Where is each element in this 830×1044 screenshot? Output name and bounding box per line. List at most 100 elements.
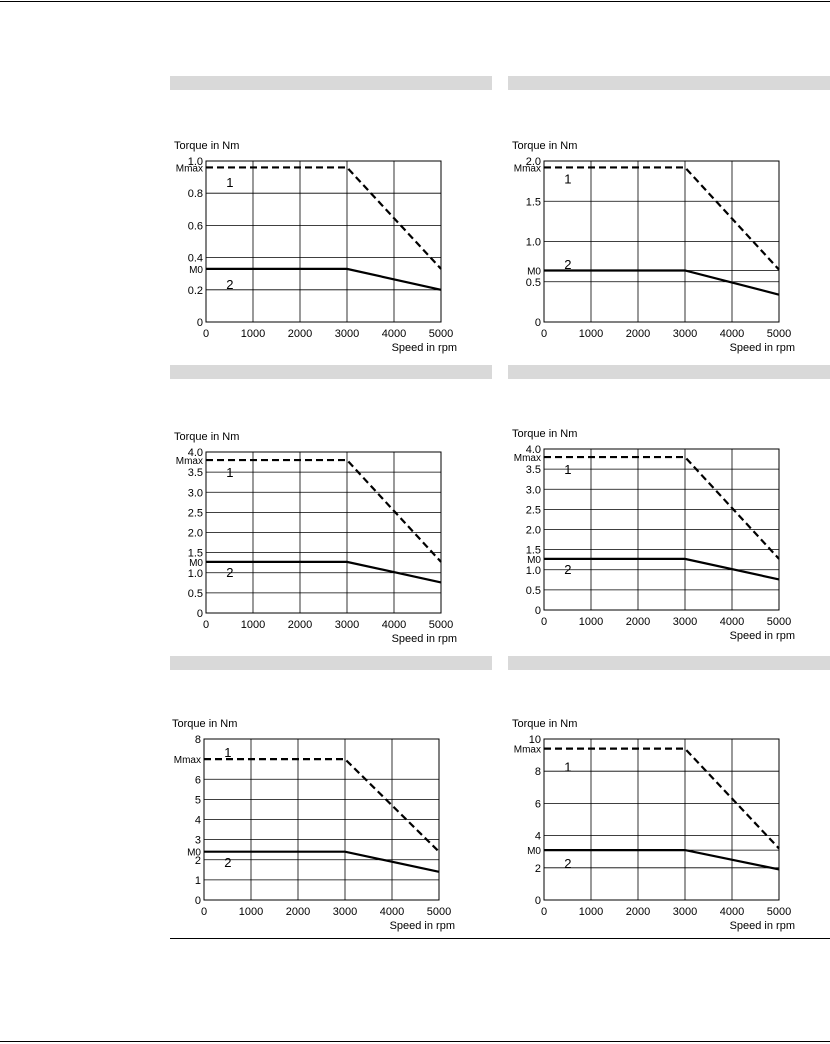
reference-label: Mmax: [514, 745, 541, 756]
x-tick-label: 5000: [767, 906, 791, 918]
section-band-3-left: [170, 656, 492, 670]
continuous-torque-curve: [206, 267, 442, 291]
y-tick-label: 1: [195, 875, 201, 887]
torque-chart-5: Torque in Nm 0 1000 2000 3000 4000 5000 0 1 2 3 4 5 6…: [168, 708, 498, 938]
y-tick-label: 0.2: [188, 285, 203, 297]
x-tick-label: 5000: [429, 328, 453, 340]
x-axis-label: Speed in rpm: [730, 920, 795, 932]
y-tick-label: 1.0: [526, 237, 541, 249]
x-axis-label: Speed in rpm: [392, 633, 457, 645]
section-band-3-right: [508, 656, 830, 670]
x-tick-label: 5000: [427, 906, 451, 918]
x-tick-label: 3000: [673, 616, 697, 628]
x-tick-label: 4000: [382, 619, 406, 631]
x-tick-label: 1000: [579, 328, 603, 340]
x-tick-label: 4000: [720, 616, 744, 628]
y-tick-label: 1.5: [526, 196, 541, 208]
curve-label: 2: [226, 565, 233, 580]
y-tick-label: 3.0: [526, 484, 541, 496]
x-tick-label: 3000: [673, 328, 697, 340]
x-tick-label: 1000: [239, 906, 263, 918]
x-tick-label: 2000: [626, 906, 650, 918]
y-tick-label: 0.5: [526, 277, 541, 289]
y-tick-label: 0: [197, 317, 203, 329]
y-tick-label: 3: [195, 835, 201, 847]
y-tick-label: 1.5: [526, 545, 541, 557]
curve-label: 1: [224, 745, 231, 760]
torque-chart-2: Torque in Nm 0 1000 2000 3000 4000 5000 0 0.5 1.0…: [508, 130, 830, 360]
plot-frame: [543, 738, 780, 901]
x-tick-label: 2000: [626, 616, 650, 628]
curve-label: 1: [564, 759, 571, 774]
x-tick-label: 4000: [720, 328, 744, 340]
x-tick-label: 4000: [382, 328, 406, 340]
y-tick-label: 4: [195, 815, 201, 827]
y-tick-label: 4: [535, 831, 541, 843]
y-axis-label: Torque in Nm: [512, 140, 577, 152]
reference-label: Mmax: [176, 163, 203, 174]
curve-label: 1: [564, 462, 571, 477]
y-tick-label: 8: [195, 734, 201, 746]
reference-label: Mmax: [514, 453, 541, 464]
x-tick-label: 3000: [333, 906, 357, 918]
y-tick-label: 0.5: [188, 588, 203, 600]
peak-torque-curve: [204, 758, 440, 853]
y-axis-label: Torque in Nm: [512, 428, 577, 440]
y-tick-label: 0.8: [188, 188, 203, 200]
reference-label: M0: [189, 558, 203, 569]
y-tick-label: 2.0: [188, 528, 203, 540]
reference-label: Mmax: [174, 755, 201, 766]
curve-label: 1: [564, 172, 571, 187]
peak-torque-curve: [206, 166, 442, 270]
x-tick-label: 5000: [767, 616, 791, 628]
page-top-rule: [0, 1, 830, 2]
continuous-torque-curve: [204, 850, 440, 873]
continuous-torque-curve: [544, 269, 780, 296]
continuous-torque-curve: [544, 557, 780, 581]
continuous-torque-curve: [206, 560, 442, 584]
curve-label: 1: [226, 465, 233, 480]
x-tick-label: 0: [203, 619, 209, 631]
y-tick-label: 3.0: [188, 487, 203, 499]
section-band-1-left: [170, 76, 492, 90]
reference-label: M0: [527, 846, 541, 857]
x-tick-label: 2000: [288, 328, 312, 340]
y-tick-label: 4.0: [526, 444, 541, 456]
section-band-1-right: [508, 76, 830, 90]
section-band-2-right: [508, 365, 830, 379]
x-tick-label: 3000: [335, 619, 359, 631]
y-tick-label: 0.4: [188, 253, 203, 265]
y-tick-label: 2.0: [526, 525, 541, 537]
plot-frame: [205, 451, 442, 614]
y-tick-label: 6: [195, 774, 201, 786]
x-tick-label: 0: [541, 328, 547, 340]
y-tick-label: 0: [195, 895, 201, 907]
x-tick-label: 0: [201, 906, 207, 918]
y-tick-label: 0.5: [526, 585, 541, 597]
curve-label: 2: [224, 855, 231, 870]
y-tick-label: 5: [195, 794, 201, 806]
plot-frame: [543, 448, 780, 611]
y-tick-label: 0: [197, 608, 203, 620]
y-tick-label: 2.5: [188, 507, 203, 519]
x-tick-label: 1000: [579, 906, 603, 918]
x-tick-label: 0: [541, 906, 547, 918]
y-tick-label: 0: [535, 895, 541, 907]
x-tick-label: 2000: [286, 906, 310, 918]
x-axis-label: Speed in rpm: [730, 342, 795, 354]
chart-svg: Torque in Nm 0 1000 2000 3000 4000 5000 0 0.5 1.0…: [512, 428, 795, 642]
reference-label: M0: [527, 266, 541, 277]
y-tick-label: 1.0: [188, 156, 203, 168]
y-tick-label: 0: [535, 317, 541, 329]
x-axis-label: Speed in rpm: [390, 920, 455, 932]
y-tick-label: 2: [535, 863, 541, 875]
chart-svg: Torque in Nm 0 1000 2000 3000 4000 5000 0 0.5 1.0…: [174, 431, 457, 645]
y-axis-label: Torque in Nm: [512, 718, 577, 730]
x-tick-label: 5000: [767, 328, 791, 340]
peak-torque-curve: [544, 455, 780, 560]
x-tick-label: 1000: [241, 619, 265, 631]
x-tick-label: 0: [541, 616, 547, 628]
y-tick-label: 1.5: [188, 548, 203, 560]
chart-svg: Torque in Nm 0 1000 2000 3000 4000 5000 0 0.2 0.4…: [174, 140, 457, 354]
y-axis-label: Torque in Nm: [174, 431, 239, 443]
